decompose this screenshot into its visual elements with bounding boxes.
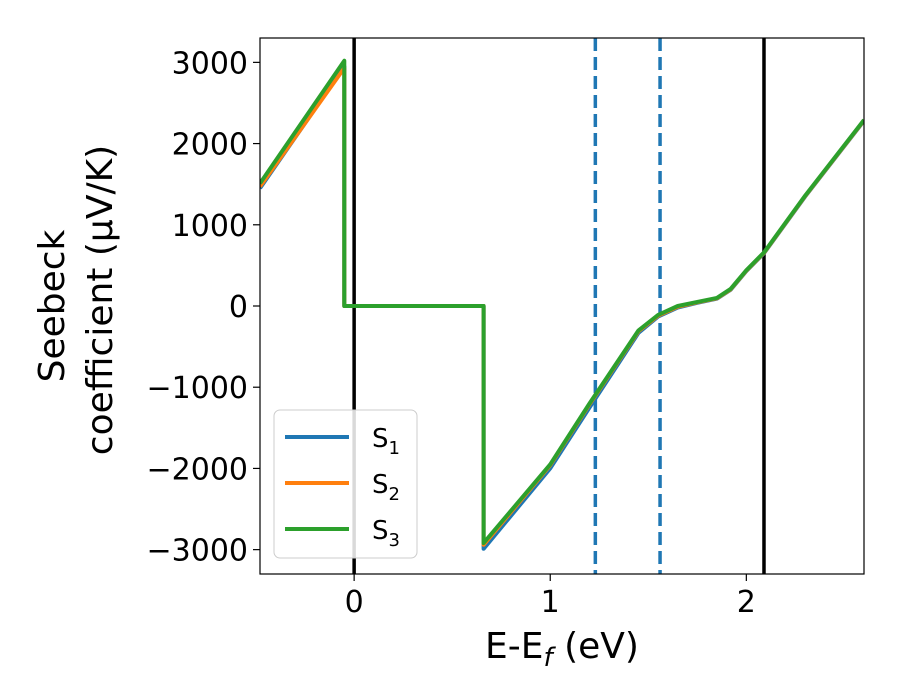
y-axis: 3000 2000 1000 0 −1000 −2000 −3000 [147,46,260,569]
y-axis-title-line2: coefficient (μV/K) [80,145,121,455]
legend: S1 S2 S3 [273,409,418,559]
x-axis: 0 1 2 [345,574,756,620]
y-tick-label: −2000 [147,452,248,487]
legend-label-S2: S2 [372,470,400,505]
y-tick-label: 3000 [172,46,248,81]
y-tick-label: 2000 [172,128,248,163]
y-tick-label: −3000 [147,534,248,569]
legend-label-S3: S3 [372,516,400,551]
x-axis-title: E-Ef (eV) [485,626,639,673]
y-tick-label: 0 [229,290,248,325]
x-tick-label: 0 [345,585,364,620]
y-axis-title-line1: Seebeck [32,229,73,382]
x-tick-label: 2 [737,585,756,620]
series-layer [260,58,864,551]
series-line-S3 [260,58,864,546]
y-tick-label: 1000 [172,209,248,244]
x-tick-label: 1 [541,585,560,620]
y-tick-label: −1000 [147,371,248,406]
legend-label-S1: S1 [372,424,400,459]
